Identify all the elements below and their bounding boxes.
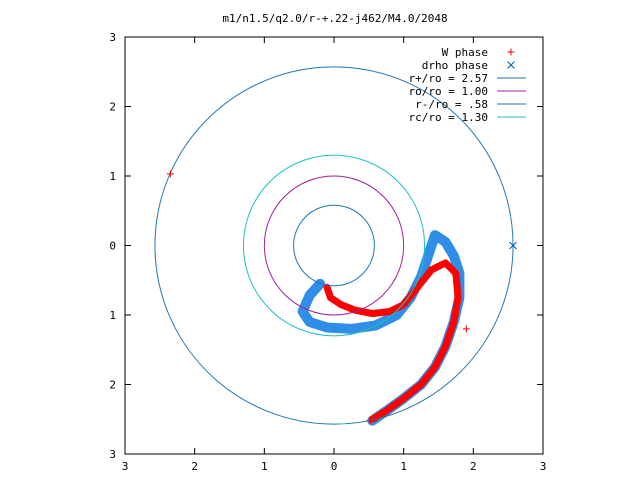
phase-bands [297,230,465,426]
legend-label: r-/ro = .58 [415,98,488,111]
radius-circle [293,204,375,287]
x-tick-label: 2 [191,460,198,473]
radius-circle [242,154,426,337]
legend-label: r+/ro = 2.57 [409,72,488,85]
y-tick-label: 1 [109,170,116,183]
x-tick-label: 3 [122,460,129,473]
y-tick-label: 1 [109,309,116,322]
radius-circle [263,175,405,316]
y-tick-label: 3 [109,31,116,44]
chart-title: m1/n1.5/q2.0/r-+.22-j462/M4.0/2048 [222,12,447,25]
y-tick-label: 3 [109,448,116,461]
x-tick-label: 3 [540,460,547,473]
legend-label: rc/ro = 1.30 [409,111,488,124]
x-tick-label: 0 [331,460,338,473]
phase-points [166,170,517,425]
w-phase-band [323,259,462,423]
y-tick-label: 0 [109,240,116,253]
x-tick-label: 2 [470,460,477,473]
data-point [509,241,517,250]
x-tick-label: 1 [261,460,268,473]
y-tick-label: 2 [109,101,116,114]
legend-label: W phase [442,46,488,59]
legend-label: ro/ro = 1.00 [409,85,488,98]
y-tick-label: 2 [109,379,116,392]
legend-label: drho phase [422,59,488,72]
x-tick-label: 1 [400,460,407,473]
legend-marker [507,61,515,69]
